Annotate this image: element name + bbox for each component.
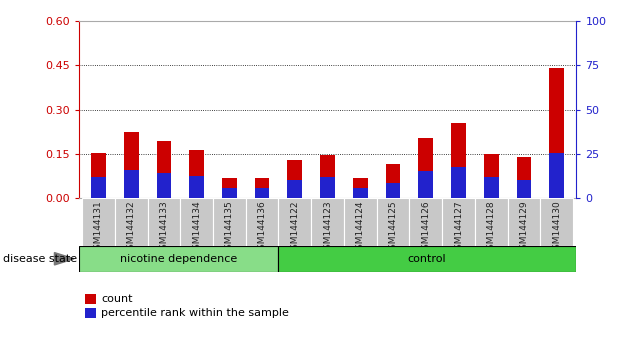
Bar	[278, 198, 311, 246]
Bar	[156, 173, 171, 198]
Bar	[418, 171, 433, 198]
Bar	[353, 178, 368, 198]
Bar	[549, 153, 564, 198]
Bar	[91, 153, 106, 198]
Bar	[517, 157, 532, 198]
Bar	[541, 198, 573, 246]
Bar	[189, 176, 204, 198]
Bar	[180, 198, 213, 246]
Text: GSM144129: GSM144129	[520, 201, 529, 255]
Text: GSM144122: GSM144122	[290, 201, 299, 255]
Bar	[517, 180, 532, 198]
Bar	[386, 164, 401, 198]
Bar	[287, 180, 302, 198]
Text: GSM144128: GSM144128	[487, 201, 496, 255]
Text: GSM144130: GSM144130	[553, 201, 561, 255]
Bar	[475, 198, 508, 246]
Text: GSM144125: GSM144125	[389, 201, 398, 255]
Bar	[115, 198, 147, 246]
Text: GSM144132: GSM144132	[127, 201, 135, 255]
Text: GSM144124: GSM144124	[356, 201, 365, 255]
Text: GSM144123: GSM144123	[323, 201, 332, 255]
Text: control: control	[408, 254, 447, 264]
Text: GSM144136: GSM144136	[258, 201, 266, 255]
Polygon shape	[54, 253, 74, 265]
Bar	[549, 68, 564, 198]
Bar	[344, 198, 377, 246]
Bar	[82, 198, 115, 246]
Text: GSM144133: GSM144133	[159, 201, 168, 255]
Bar	[451, 167, 466, 198]
Text: count: count	[101, 294, 133, 304]
Bar	[255, 178, 270, 198]
Bar	[311, 198, 344, 246]
Bar	[353, 188, 368, 198]
Bar	[386, 183, 401, 198]
Bar	[79, 246, 278, 272]
Bar	[484, 177, 499, 198]
Bar	[123, 170, 139, 198]
Bar	[410, 198, 442, 246]
Bar	[418, 138, 433, 198]
Text: GSM144127: GSM144127	[454, 201, 463, 255]
Text: percentile rank within the sample: percentile rank within the sample	[101, 308, 289, 318]
Text: GSM144131: GSM144131	[94, 201, 103, 255]
Bar	[320, 177, 335, 198]
Bar	[189, 149, 204, 198]
Bar	[484, 154, 499, 198]
Text: nicotine dependence: nicotine dependence	[120, 254, 237, 264]
Bar	[377, 198, 410, 246]
Bar	[213, 198, 246, 246]
Bar	[246, 198, 278, 246]
Bar	[156, 141, 171, 198]
Bar	[222, 178, 237, 198]
Bar	[255, 188, 270, 198]
Bar	[222, 188, 237, 198]
Bar	[91, 177, 106, 198]
Bar	[278, 246, 576, 272]
Text: GSM144134: GSM144134	[192, 201, 201, 255]
Bar	[451, 123, 466, 198]
Text: GSM144126: GSM144126	[421, 201, 430, 255]
Bar	[147, 198, 180, 246]
Bar	[442, 198, 475, 246]
Bar	[123, 132, 139, 198]
Bar	[320, 155, 335, 198]
Bar	[287, 160, 302, 198]
Bar	[508, 198, 541, 246]
Text: disease state: disease state	[3, 254, 77, 264]
Text: GSM144135: GSM144135	[225, 201, 234, 255]
